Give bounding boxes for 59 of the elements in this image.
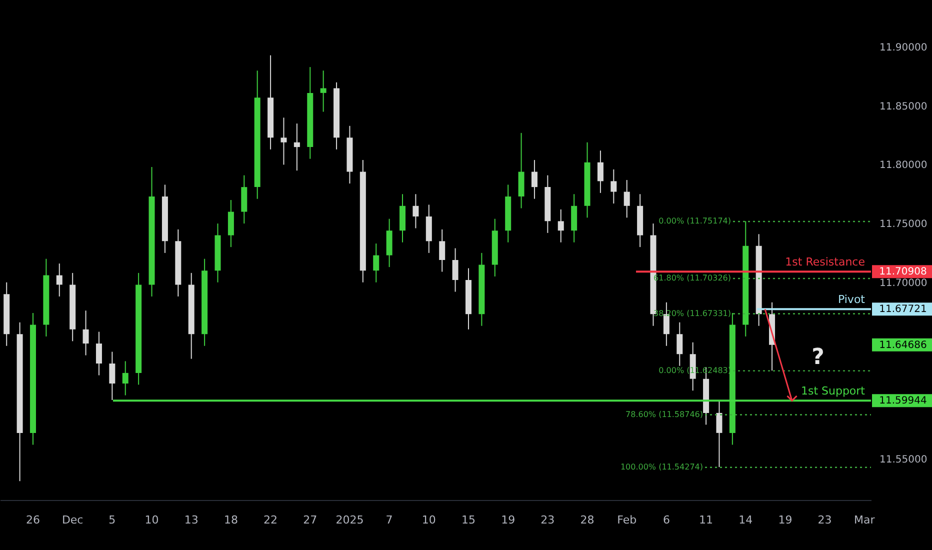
- x-tick-label: 23: [540, 514, 555, 526]
- x-tick-label: 27: [303, 514, 318, 526]
- x-tick-label: 23: [818, 514, 832, 526]
- text: 11.70908: [879, 266, 927, 278]
- ref-line-label: 1st Support: [800, 384, 866, 398]
- candlestick: [96, 331, 102, 376]
- candlestick: [294, 123, 300, 172]
- candlestick: [531, 160, 538, 200]
- ref-line-label: 0.00% (11.75174): [658, 216, 731, 226]
- candlestick: [109, 351, 116, 400]
- annotation: ?: [812, 345, 824, 370]
- y-tick-label: 11.70000: [880, 278, 928, 289]
- x-tick-label: 28: [580, 514, 594, 526]
- x-tick-label: 15: [461, 514, 476, 526]
- x-tick-label: Mar: [854, 514, 876, 526]
- x-tick-label: 19: [778, 514, 792, 526]
- y-tick-label: 11.85000: [880, 101, 928, 112]
- candlestick: [373, 243, 380, 283]
- x-tick-label: 14: [738, 514, 753, 526]
- x-tick-label: 19: [501, 514, 516, 526]
- ref-line-label: Pivot: [838, 293, 866, 306]
- y-tick-label: 11.90000: [880, 42, 928, 54]
- x-tick-label: 7: [386, 514, 393, 526]
- candlestick: [439, 228, 446, 272]
- ref-line-label: 1st Resistance: [785, 256, 866, 269]
- x-tick-label: 2025: [336, 514, 364, 526]
- candlestick: [624, 180, 630, 218]
- candlestick: [122, 360, 128, 396]
- y-tick-label: 11.55000: [880, 454, 928, 466]
- x-tick-label: 5: [108, 514, 116, 526]
- candlestick: [716, 400, 722, 468]
- candlestick: [610, 168, 617, 204]
- x-tick-label: 26: [26, 514, 40, 526]
- x-tick-label: Feb: [617, 514, 637, 526]
- candlestick: [558, 208, 564, 243]
- x-tick-label: 13: [184, 514, 198, 526]
- candlestick: [676, 322, 683, 366]
- x-tick-label: 18: [224, 514, 238, 526]
- ref-line-label: 78.60% (11.58746): [626, 410, 703, 419]
- candlestick: [412, 194, 419, 229]
- x-tick-label: 10: [144, 514, 159, 526]
- candlestick: [280, 117, 287, 166]
- candlestick: [56, 263, 62, 297]
- text: 11.64686: [879, 340, 927, 351]
- x-tick-label: 6: [662, 514, 670, 526]
- candlestick: [82, 310, 89, 356]
- candlestick: [320, 70, 326, 112]
- candlestick: [597, 150, 604, 194]
- y-tick-label: 11.80000: [880, 160, 928, 172]
- x-tick-label: 10: [422, 514, 436, 526]
- text: 11.67721: [879, 304, 927, 316]
- text: 11.59944: [879, 396, 927, 407]
- y-tick-label: 11.75000: [880, 219, 928, 230]
- candlestick: [452, 248, 458, 292]
- x-tick-label: 22: [264, 514, 278, 526]
- ref-line-label: 100.00% (11.54274): [620, 462, 703, 472]
- x-tick-label: 11: [699, 514, 714, 526]
- candlestick: [228, 200, 234, 248]
- x-tick-label: Dec: [62, 514, 84, 526]
